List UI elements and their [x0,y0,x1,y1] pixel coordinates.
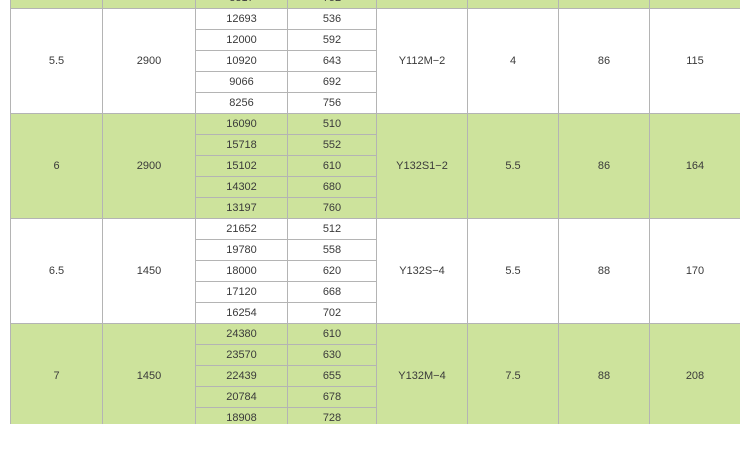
cell-model: Y132S1−2 [376,113,468,219]
cell-head: 752 [287,0,377,9]
table-row: 18000 620 [11,260,741,282]
cell-head: 668 [287,281,377,303]
cell-flow: 22439 [195,365,288,387]
cell-model [376,0,468,9]
cell-weight [649,0,740,9]
cell-flow: 14302 [195,176,288,198]
cell-head: 536 [287,8,377,30]
cell-head: 643 [287,50,377,72]
cell-head: 510 [287,113,377,135]
cell-model: Y112M−2 [376,8,468,114]
table-row: 5.5 2900 12693 536 Y112M−2 4 86 115 [10,8,740,114]
cell-model: Y132M−4 [376,323,468,424]
cell-head: 610 [287,323,377,345]
cell-head: 552 [287,134,377,156]
cell-speed: 1450 [102,218,196,324]
cell-head: 558 [287,239,377,261]
cell-flow: 24380 [195,323,288,345]
cell-efficiency: 88 [558,218,650,324]
table-row: 20784 678 [11,386,741,408]
cell-flow: 16090 [195,113,288,135]
table-row: 19780 558 [11,239,741,261]
table-row: 22439 655 [11,365,741,387]
cell-flow: 20784 [195,386,288,408]
cell-weight: 164 [649,113,740,219]
cell-efficiency: 86 [558,8,650,114]
cell-flow: 15718 [195,134,288,156]
cell-speed: 2900 [102,113,196,219]
cell-power [10,0,103,9]
cell-head: 655 [287,365,377,387]
cell-head: 702 [287,302,377,324]
cell-flow: 18000 [195,260,288,282]
cell-flow: 8256 [195,92,288,114]
cell-head: 610 [287,155,377,177]
cell-head: 512 [287,218,377,240]
cell-flow: 10920 [195,50,288,72]
spec-table-viewport: 83177525.5290012693536Y112M−248611512000… [10,0,740,424]
table-row: 15718 552 [11,134,741,156]
cell-head: 592 [287,29,377,51]
cell-flow: 13197 [195,197,288,219]
table-row: 10920 643 [11,50,741,72]
cell-flow: 8317 [195,0,288,9]
cell-flow: 23570 [195,344,288,366]
table-row: 23570 630 [11,344,741,366]
cell-speed: 2900 [102,8,196,114]
cell-speed: 1450 [102,323,196,424]
cell-weight: 170 [649,218,740,324]
cell-weight: 208 [649,323,740,424]
cell-head: 760 [287,197,377,219]
cell-speed [102,0,196,9]
cell-motor-power: 5.5 [467,113,559,219]
cell-head: 728 [287,407,377,424]
cell-head: 620 [287,260,377,282]
cell-head: 756 [287,92,377,114]
cell-flow: 18908 [195,407,288,424]
cell-head: 680 [287,176,377,198]
table-row: 6.5 1450 21652 512 Y132S−4 5.5 88 170 [10,218,740,324]
cell-flow: 19780 [195,239,288,261]
table-row: 9066 692 [11,71,741,93]
cell-power: 6.5 [10,218,103,324]
table-row: 7 1450 24380 610 Y132M−4 7.5 88 208 [10,323,740,424]
table-row: 14302 680 [11,176,741,198]
spec-table-scroll-content: 83177525.5290012693536Y112M−248611512000… [10,0,740,424]
cell-efficiency [558,0,650,9]
table-row: 18908 728 [11,407,741,424]
table-row: 15102 610 [11,155,741,177]
cell-flow: 21652 [195,218,288,240]
cell-efficiency: 86 [558,113,650,219]
table-row: 12000 592 [11,29,741,51]
cell-flow: 15102 [195,155,288,177]
cell-power: 5.5 [10,8,103,114]
table-body: 83177525.5290012693536Y112M−248611512000… [10,0,741,424]
cell-head: 678 [287,386,377,408]
table-row: 8317752 [10,0,740,9]
cell-head: 692 [287,71,377,93]
pump-specification-table: 83177525.5290012693536Y112M−248611512000… [10,0,740,424]
cell-motor-power [467,0,559,9]
cell-motor-power: 4 [467,8,559,114]
cell-motor-power: 7.5 [467,323,559,424]
cell-model: Y132S−4 [376,218,468,324]
cell-power: 6 [10,113,103,219]
page-whitespace [0,424,750,449]
cell-flow: 12000 [195,29,288,51]
cell-flow: 9066 [195,71,288,93]
cell-head: 630 [287,344,377,366]
cell-flow: 12693 [195,8,288,30]
table-row: 16254 702 [11,302,741,324]
cell-motor-power: 5.5 [467,218,559,324]
cell-weight: 115 [649,8,740,114]
cell-efficiency: 88 [558,323,650,424]
cell-flow: 16254 [195,302,288,324]
table-row: 6 2900 16090 510 Y132S1−2 5.5 86 164 [10,113,740,219]
cell-flow: 17120 [195,281,288,303]
table-row: 13197 760 [11,197,741,219]
cell-power: 7 [10,323,103,424]
